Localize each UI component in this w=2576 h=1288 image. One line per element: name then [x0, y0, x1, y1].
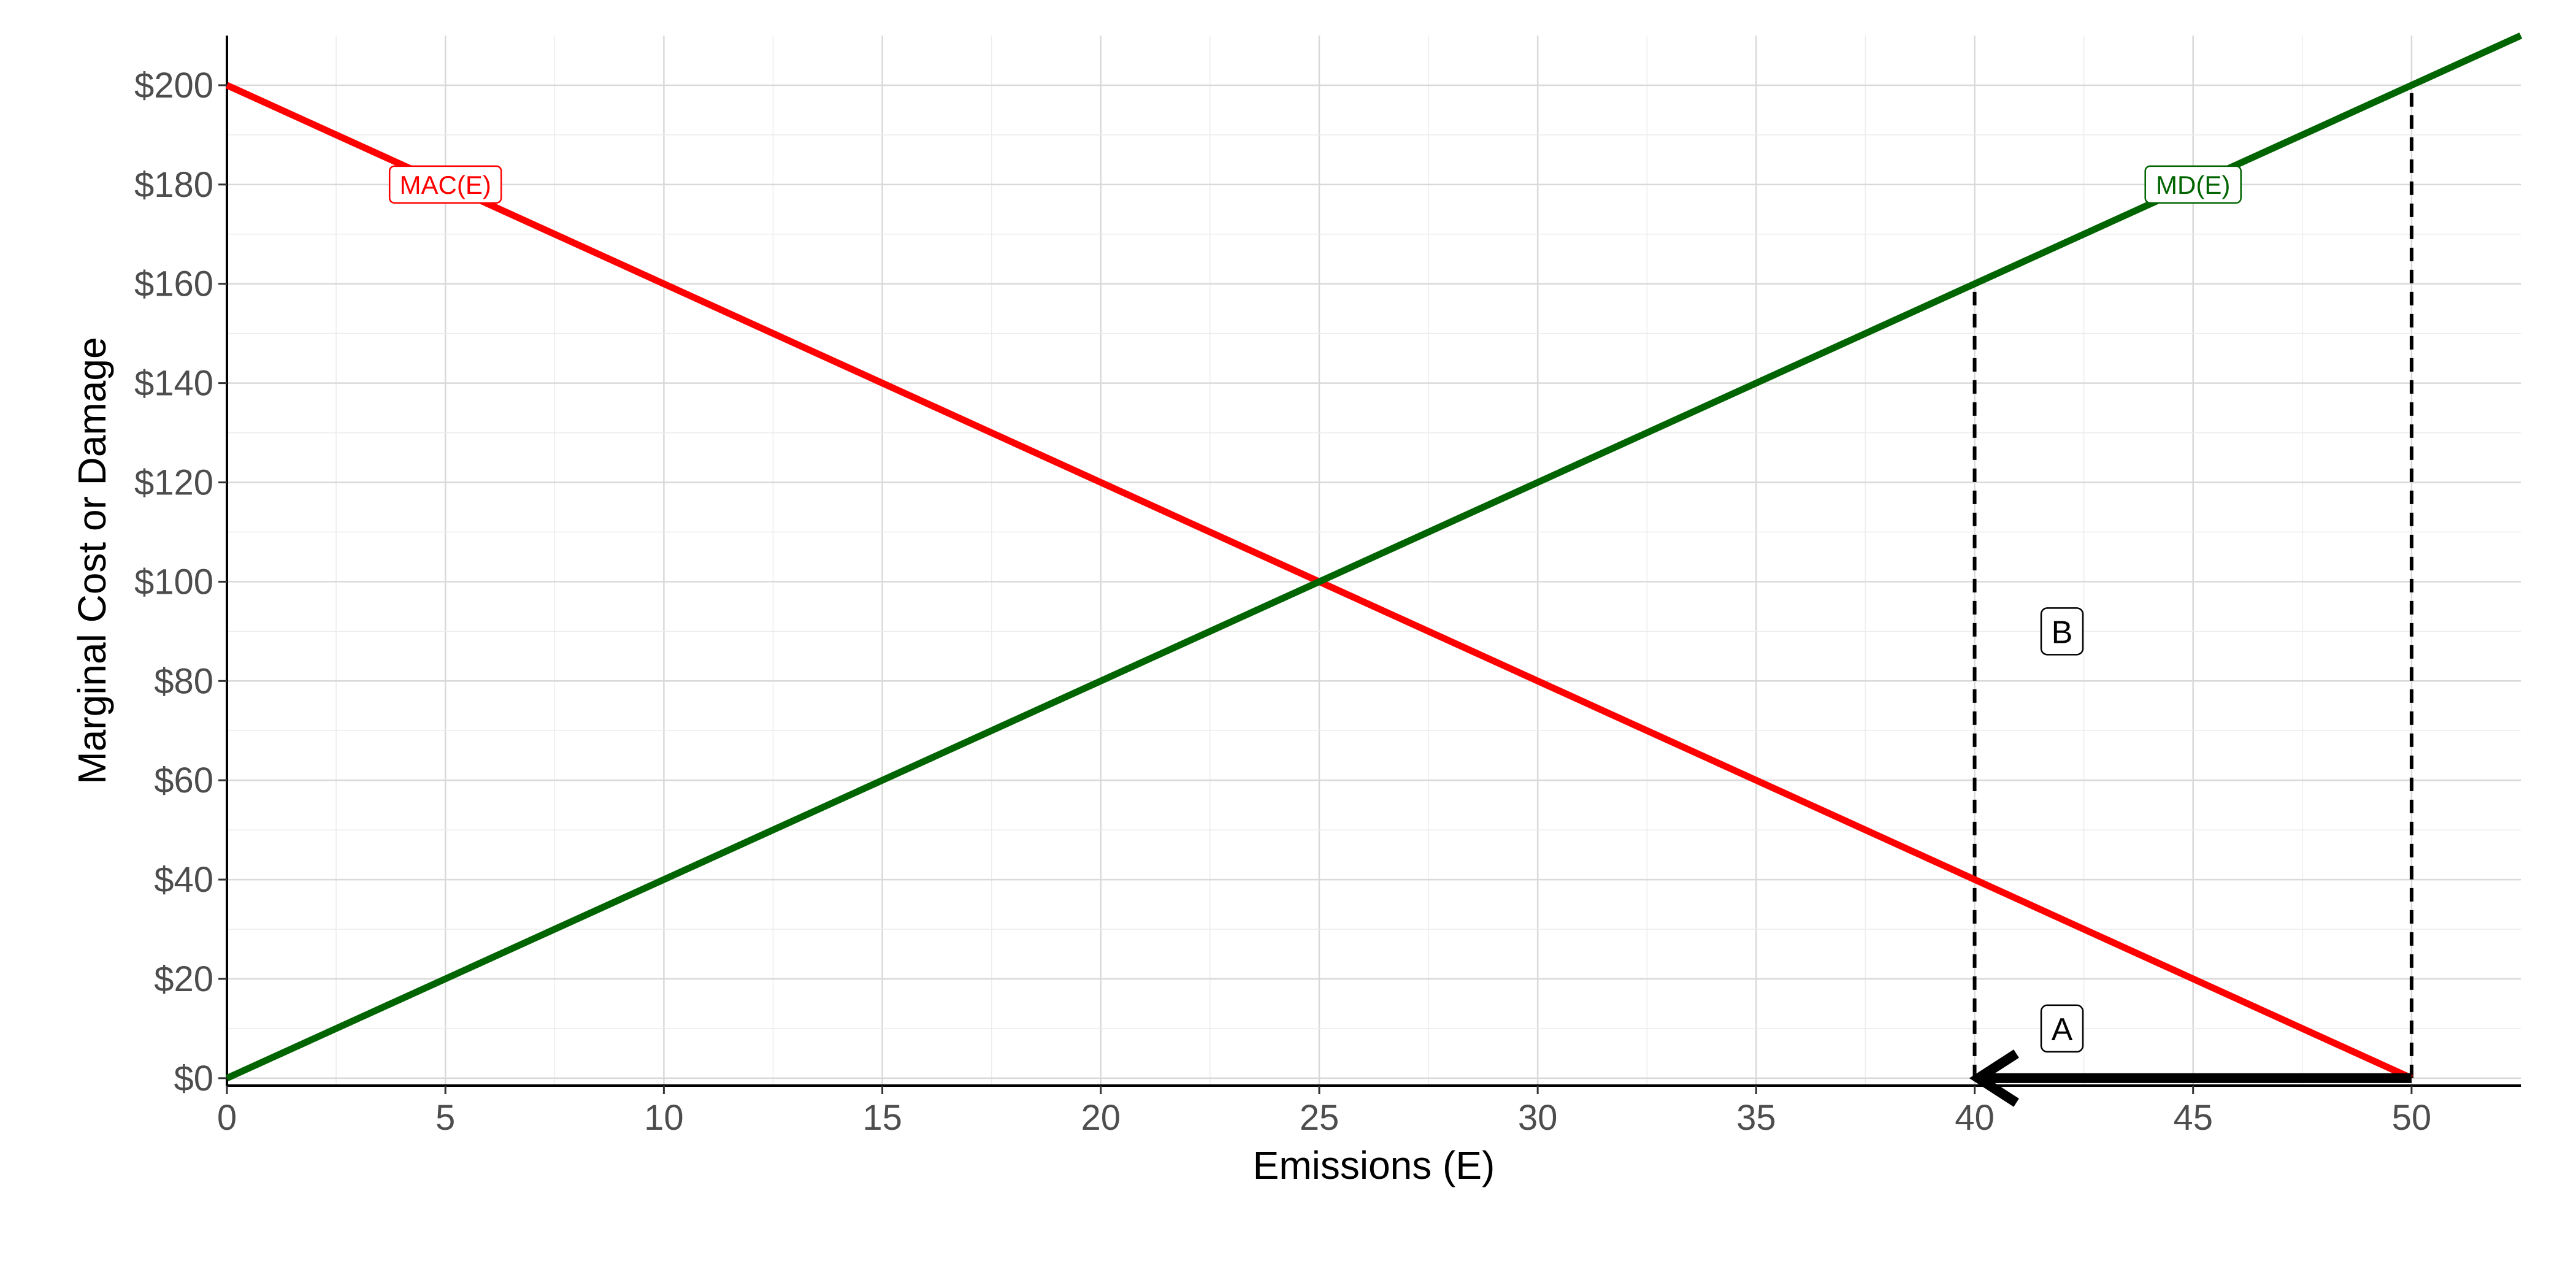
x-tick-label: 35 — [1736, 1098, 1776, 1138]
y-tick-label: $40 — [154, 860, 213, 900]
tick-labels: 0 5 10 15 20 25 30 35 40 45 50 $0 $20 $40 $60 $80 $100 $1… — [134, 66, 2431, 1138]
axes — [226, 36, 2521, 1087]
y-axis-title: Marginal Cost or Damage — [70, 337, 114, 784]
x-axis-title: Emissions (E) — [1253, 1143, 1495, 1187]
x-tick-label: 30 — [1518, 1098, 1558, 1138]
x-tick-label: 50 — [2392, 1098, 2432, 1138]
x-tick-label: 25 — [1300, 1098, 1340, 1138]
x-tick-label: 45 — [2173, 1098, 2213, 1138]
emissions-reduction-arrow — [1969, 1049, 2412, 1107]
y-tick-label: $200 — [134, 66, 213, 105]
y-tick-label: $140 — [134, 364, 213, 404]
y-tick-label: $160 — [134, 264, 213, 304]
reference-lines — [1972, 85, 2413, 1078]
y-tick-label: $180 — [134, 165, 213, 205]
y-tick-label: $20 — [154, 959, 213, 999]
area-annotations: AB — [2040, 607, 2084, 1053]
y-tick-label: $0 — [174, 1059, 213, 1098]
curve-label-mac-e: MAC(E) — [388, 165, 502, 204]
y-tick-label: $80 — [154, 661, 213, 701]
svg-text:B: B — [2052, 615, 2073, 650]
series-line-md-e — [225, 32, 2523, 1081]
x-tick-label: 20 — [1081, 1098, 1121, 1138]
svg-text:MD(E): MD(E) — [2156, 171, 2230, 199]
y-tick-label: $100 — [134, 562, 213, 602]
x-tick-label: 15 — [862, 1098, 902, 1138]
series-lines — [225, 32, 2523, 1081]
y-tick-label: $60 — [154, 761, 213, 800]
x-tick-label: 40 — [1955, 1098, 1995, 1138]
svg-text:A: A — [2052, 1012, 2073, 1048]
svg-text:MAC(E): MAC(E) — [400, 171, 491, 199]
area-label-a: A — [2040, 1004, 2084, 1053]
curve-labels: MAC(E) MD(E) — [388, 165, 2242, 204]
curve-label-md-e: MD(E) — [2144, 165, 2242, 204]
x-tick-label: 10 — [644, 1098, 684, 1138]
y-tick-label: $120 — [134, 463, 213, 503]
area-label-b: B — [2040, 607, 2084, 656]
x-tick-label: 0 — [217, 1098, 237, 1138]
arrow-head — [1969, 1049, 2019, 1107]
x-tick-label: 5 — [435, 1098, 455, 1138]
